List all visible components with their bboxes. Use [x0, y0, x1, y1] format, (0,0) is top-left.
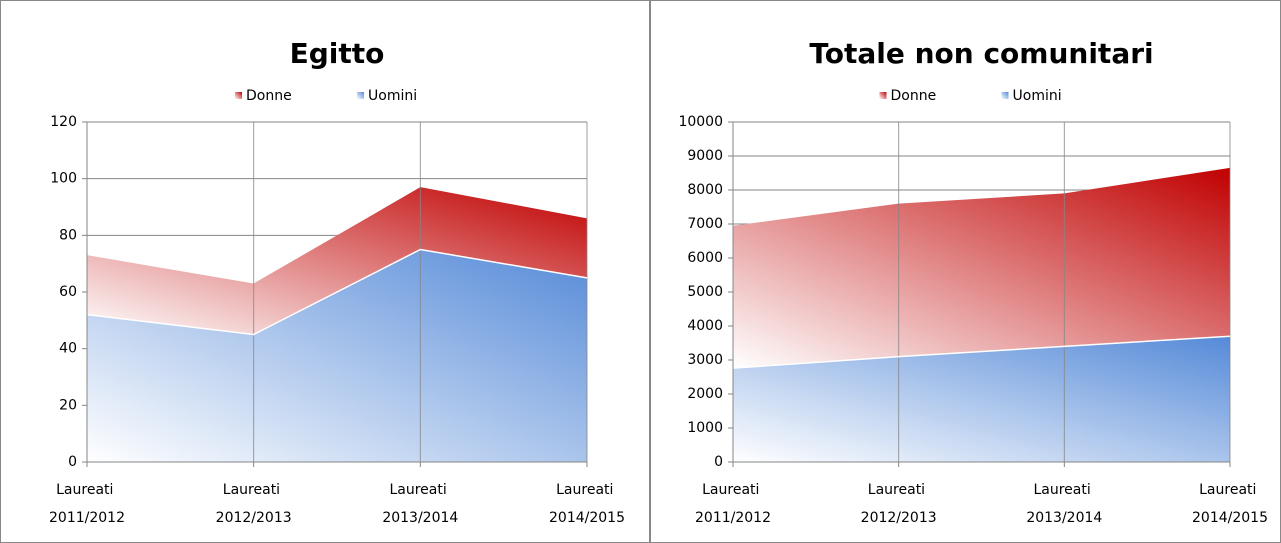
- y-tick-label: 4000: [687, 318, 723, 334]
- y-tick-label: 5000: [687, 284, 723, 300]
- y-tick-label: 3000: [687, 352, 723, 368]
- y-tick-label: 100: [50, 171, 77, 187]
- x-tick-label: Laureati 2013/2014: [1026, 482, 1102, 526]
- legend-label: Uomini: [368, 88, 417, 104]
- y-tick-label: 6000: [687, 250, 723, 266]
- chart-title: Totale non comunitari: [809, 37, 1153, 70]
- x-tick-label: Laureati 2012/2013: [861, 482, 937, 526]
- legend-label: Donne: [891, 88, 937, 104]
- y-tick-label: 7000: [687, 216, 723, 232]
- y-tick-label: 2000: [687, 386, 723, 402]
- area: [87, 187, 587, 335]
- legend-swatch: [879, 92, 887, 99]
- legend-swatch: [235, 92, 242, 99]
- y-tick-label: 60: [59, 284, 77, 300]
- legend-swatch: [357, 92, 364, 99]
- y-tick-label: 10000: [678, 114, 723, 130]
- y-tick-label: 80: [59, 227, 77, 243]
- legend-label: Uomini: [1013, 88, 1062, 104]
- x-tick-label: Laureati 2013/2014: [382, 482, 458, 526]
- x-tick-label: Laureati 2011/2012: [49, 482, 125, 526]
- y-tick-label: 1000: [687, 420, 723, 436]
- legend-swatch: [1001, 92, 1009, 99]
- y-tick-label: 120: [50, 114, 77, 130]
- boundary: [732, 335, 1231, 369]
- y-tick-label: 8000: [687, 182, 723, 198]
- legend-label: Donne: [246, 88, 292, 104]
- x-tick-label: Laureati 2012/2013: [216, 482, 292, 526]
- area: [87, 249, 587, 462]
- y-tick-label: 0: [714, 454, 723, 470]
- chart-title: Egitto: [290, 37, 385, 70]
- area: [733, 167, 1230, 369]
- area: [733, 336, 1230, 462]
- y-tick-label: 40: [59, 341, 77, 357]
- x-tick-label: Laureati 2014/2015: [549, 482, 625, 526]
- y-tick-label: 0: [68, 454, 77, 470]
- y-tick-label: 20: [59, 397, 77, 413]
- x-tick-label: Laureati 2011/2012: [695, 482, 771, 526]
- y-tick-label: 9000: [687, 148, 723, 164]
- x-tick-label: Laureati 2014/2015: [1192, 482, 1268, 526]
- boundary: [86, 248, 588, 336]
